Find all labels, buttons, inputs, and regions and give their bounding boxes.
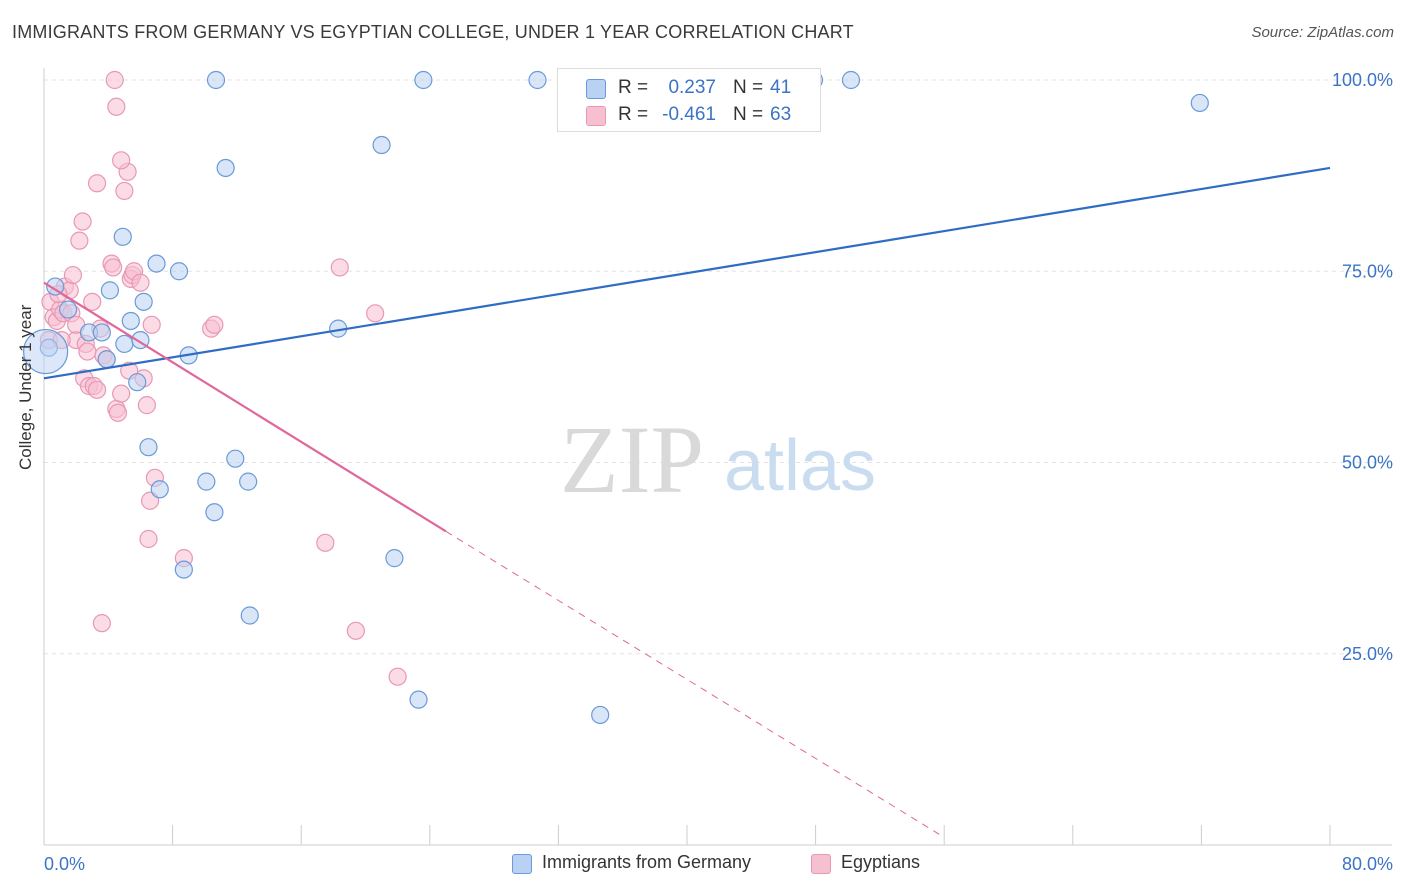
egypt-point [107,97,126,116]
germany-point [174,560,193,579]
germany-point [372,135,391,155]
germany-point [100,281,120,300]
egypt-point [112,151,131,170]
n-label: N = [733,104,764,125]
egypt-point [388,667,407,686]
germany-point-large [23,328,69,375]
germany-point [240,606,259,625]
germany-point [414,70,433,90]
germany-point [59,300,78,319]
germany-point [97,350,116,369]
x-tick-label-min: 0.0% [44,854,85,874]
germany-point [239,472,258,491]
germany-point [92,323,111,342]
stats-box: R = 0.237 N = 41 R = -0.461 N = 63 [557,68,821,132]
egypt-point [92,614,111,633]
egypt-point [137,396,156,415]
egypt-point [112,384,131,403]
germany-point [226,449,245,468]
egypt-point [139,529,158,549]
r-label: R = [618,77,649,98]
x-tick-label-max: 80.0% [1342,854,1393,874]
legend-label-germany: Immigrants from Germany [542,852,752,872]
germany-point [139,438,158,457]
tick-labels: 25.0% 50.0% 75.0% 100.0% 0.0% 80.0% [44,70,1393,874]
egypt-point [87,174,107,193]
germany-point [841,70,861,90]
chart-title: IMMIGRANTS FROM GERMANY VS EGYPTIAN COLL… [12,22,854,42]
y-axis-title: College, Under 1 year [16,304,35,470]
watermark-atlas: atlas [724,426,876,506]
germany-point [1190,93,1209,113]
egypt-trend-line [43,281,447,533]
egypt-point [105,70,124,90]
egypt-r-value: -0.461 [662,104,716,125]
legend-swatch-germany [512,854,532,874]
gridlines [44,79,1390,655]
germany-point [205,503,224,522]
germany-point [591,705,610,725]
axes [43,68,1392,846]
egypt-point [78,342,97,361]
egypt-point [142,315,161,334]
n-label: N = [733,77,764,98]
egypt-point [63,265,83,285]
source-label: Source: ZipAtlas.com [1251,24,1394,41]
germany-trend-line [43,166,1331,380]
egypt-trend-line-dashed [445,530,945,838]
egypt-point [73,212,92,231]
germany-point [206,70,226,90]
egypt-point [330,258,349,277]
egypt-point [115,181,134,201]
watermark: ZIP atlas [560,406,876,513]
stats-row-germany: R = 0.237 N = 41 [558,75,820,101]
germany-point [134,292,153,311]
egypt-swatch [586,106,606,126]
egypt-point [108,403,128,422]
legend-label-egypt: Egyptians [841,852,921,872]
trend-lines [43,166,1331,838]
egypt-point [346,621,365,640]
germany-point [169,262,189,281]
germany-point [147,254,166,273]
stats-row-egypt: R = -0.461 N = 63 [558,102,820,128]
egypt-point [366,304,385,323]
germany-point [128,373,147,392]
germany-point [385,549,404,568]
y-tick-label: 50.0% [1342,453,1393,473]
y-tick-label: 100.0% [1332,70,1393,90]
r-label: R = [618,104,649,125]
germany-point [113,227,132,246]
germany-point [46,277,65,296]
egypt-point [87,380,107,399]
egypt-n-value: 63 [770,104,792,125]
germany-point [528,70,547,90]
germany-swatch [586,79,606,99]
germany-point [150,480,169,499]
egypt-point [205,315,224,334]
egypt-point [83,292,102,311]
egypt-point [131,273,150,292]
germany-point [197,472,216,491]
germany-point [216,158,235,178]
germany-n-value: 41 [770,77,792,98]
germany-point [409,690,428,709]
germany-point [121,311,140,331]
germany-points [23,70,1209,725]
egypt-point [316,533,335,552]
egypt-point [104,258,123,277]
y-tick-label: 25.0% [1342,644,1393,664]
egypt-point [70,231,89,250]
legend: Immigrants from Germany Egyptians [0,852,1406,876]
germany-r-value: 0.237 [668,77,716,98]
germany-point [115,334,134,354]
watermark-zip: ZIP [560,406,704,513]
legend-swatch-egypt [811,854,831,874]
y-tick-label: 75.0% [1342,261,1393,281]
